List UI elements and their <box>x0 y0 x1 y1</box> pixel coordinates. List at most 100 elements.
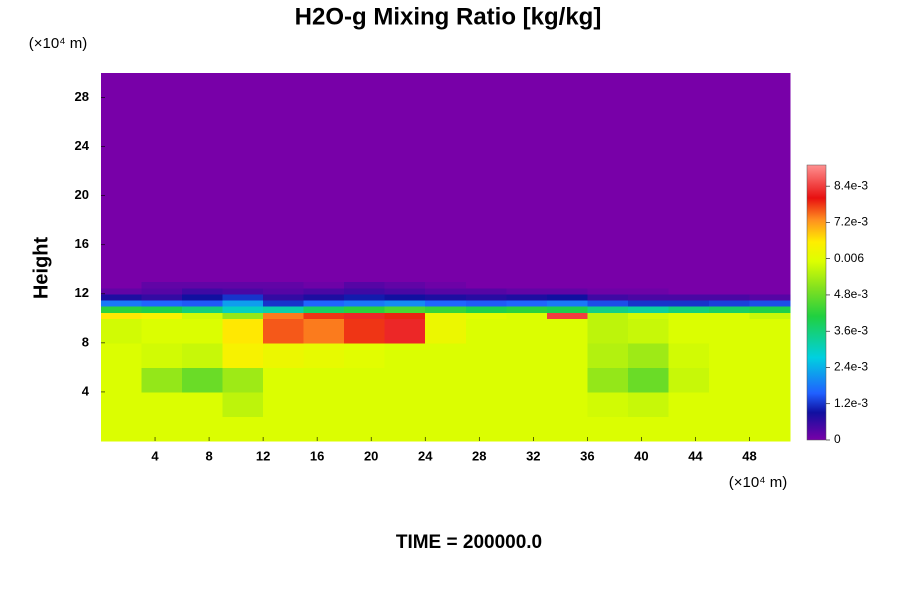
cell <box>708 367 751 393</box>
cell <box>749 73 791 283</box>
cell <box>222 312 264 319</box>
cell <box>506 287 548 295</box>
chart-title: H2O-g Mixing Ratio [kg/kg] <box>295 3 602 30</box>
cell <box>222 367 264 393</box>
colorbar-label: 4.8e-3 <box>834 287 868 301</box>
cell <box>627 318 670 344</box>
cell <box>425 342 467 368</box>
cell <box>303 306 345 313</box>
cell <box>546 287 588 295</box>
cell <box>303 391 345 418</box>
cell <box>749 318 791 344</box>
cell <box>303 367 345 393</box>
cell <box>627 281 670 289</box>
cell <box>749 287 791 295</box>
cell <box>263 281 305 289</box>
cell <box>668 342 710 368</box>
cell <box>101 73 143 283</box>
cell <box>587 299 629 307</box>
colorbar-label: 0 <box>834 432 841 446</box>
cell <box>506 293 548 301</box>
colorbar-label: 2.4e-3 <box>834 360 868 374</box>
cell <box>141 73 183 283</box>
cell <box>506 367 548 393</box>
cell <box>465 416 507 442</box>
cell <box>708 416 751 442</box>
cell <box>708 391 751 418</box>
cell <box>182 306 224 313</box>
cell <box>708 293 751 301</box>
cell <box>465 342 507 368</box>
cell <box>668 391 710 418</box>
cell <box>263 416 305 442</box>
cell <box>506 342 548 368</box>
cell <box>587 318 629 344</box>
cell <box>182 416 224 442</box>
cell <box>141 391 183 418</box>
cell <box>587 73 629 283</box>
cell <box>546 342 588 368</box>
x-tick-label: 48 <box>742 448 756 463</box>
cell <box>222 293 264 301</box>
cell <box>465 306 507 313</box>
cell <box>384 367 426 393</box>
cell <box>627 391 670 418</box>
cell <box>344 416 386 442</box>
cell <box>587 293 629 301</box>
cell <box>263 318 305 344</box>
cell <box>749 293 791 301</box>
x-tick-label: 32 <box>526 448 540 463</box>
cell <box>425 367 467 393</box>
x-tick-label: 8 <box>205 448 212 463</box>
cell <box>222 73 264 283</box>
y-tick-label: 28 <box>75 89 89 104</box>
cell <box>749 281 791 289</box>
cell <box>101 416 143 442</box>
cell <box>708 287 751 295</box>
y-unit: (×10⁴ m) <box>29 35 88 52</box>
cell <box>384 342 426 368</box>
cell <box>384 416 426 442</box>
colorbar-label: 7.2e-3 <box>834 215 868 229</box>
y-tick-label: 8 <box>82 334 89 349</box>
cell <box>546 281 588 289</box>
cell <box>182 391 224 418</box>
cell <box>708 312 751 319</box>
cell <box>546 293 588 301</box>
cell <box>425 287 467 295</box>
cell <box>303 293 345 301</box>
cell <box>141 367 183 393</box>
cell <box>303 281 345 289</box>
cell <box>141 299 183 307</box>
cell <box>182 342 224 368</box>
cell <box>627 293 670 301</box>
y-tick-label: 4 <box>82 383 90 398</box>
cell <box>749 312 791 319</box>
cell <box>546 416 588 442</box>
cell <box>668 299 710 307</box>
x-unit: (×10⁴ m) <box>729 474 788 491</box>
cell <box>546 306 588 313</box>
cell <box>303 342 345 368</box>
cell <box>141 318 183 344</box>
cell <box>384 391 426 418</box>
cell <box>708 318 751 344</box>
cell <box>668 318 710 344</box>
cell <box>627 342 670 368</box>
cell <box>101 287 143 295</box>
cell <box>425 391 467 418</box>
cell <box>263 312 305 319</box>
cell <box>465 367 507 393</box>
cell <box>506 318 548 344</box>
cell <box>344 306 386 313</box>
cell <box>303 287 345 295</box>
cell <box>344 287 386 295</box>
cell <box>141 312 183 319</box>
cell <box>546 312 588 319</box>
cell <box>546 367 588 393</box>
cell <box>344 367 386 393</box>
cell <box>587 342 629 368</box>
cell <box>263 367 305 393</box>
cell <box>587 312 629 319</box>
